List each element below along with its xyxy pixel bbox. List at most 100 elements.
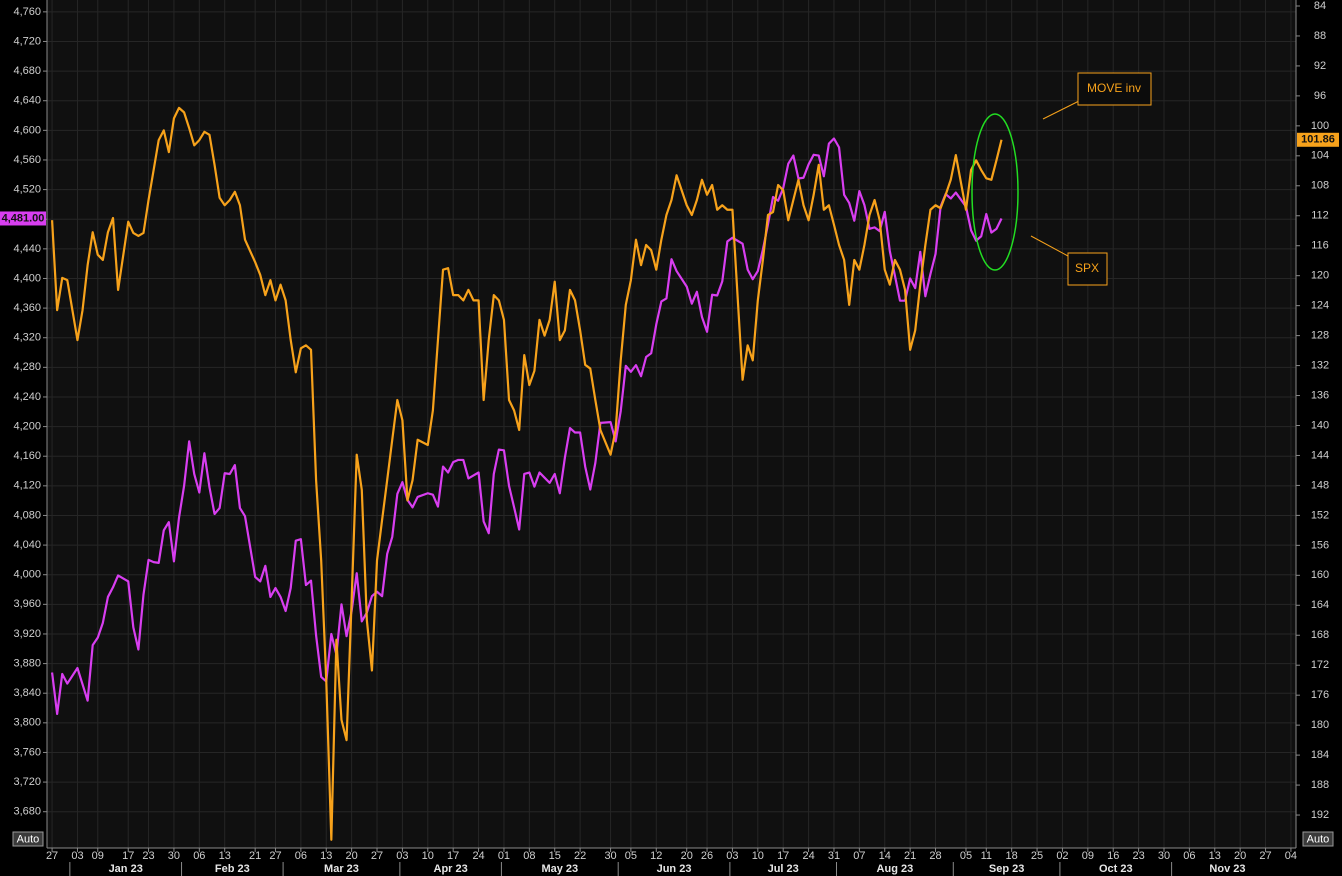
x-tick-label: 05 [960,850,972,862]
y2-tick-label: 128 [1311,330,1329,342]
y-tick-label: 4,400 [13,272,41,284]
y-tick-label: 4,640 [13,95,41,107]
y2-tick-label: 144 [1311,449,1329,461]
y2-tick-label: 104 [1311,150,1329,162]
y-tick-label: 3,800 [13,717,41,729]
y-tick-label: 3,840 [13,687,41,699]
annotation-leader [1042,100,1080,120]
x-tick-label: 16 [1107,850,1119,862]
x-tick-label: 17 [447,850,459,862]
y2-tick-label: 140 [1311,419,1329,431]
x-tick-label: 11 [981,850,992,862]
x-tick-label: 21 [249,850,261,862]
annotation-box [1077,72,1152,106]
x-tick-label: 21 [904,850,916,862]
y-tick-label: 4,680 [13,65,41,77]
y2-tick-label: 180 [1311,719,1329,731]
y2-tick-label: 88 [1314,30,1326,42]
x-tick-label: 13 [1209,850,1221,862]
x-tick-label: 30 [168,850,180,862]
y2-tick-label: 172 [1311,659,1329,671]
y2-tick-label: 124 [1311,300,1329,312]
x-tick-label: 24 [472,850,484,862]
last-value-box [1297,132,1339,147]
y2-tick-label: 188 [1311,779,1329,791]
axis-mode-box [1302,831,1334,847]
left-axis-mode: Auto [17,833,40,845]
x-tick-label: 28 [929,850,941,862]
month-label: Apr 23 [434,863,468,875]
x-tick-label: 03 [71,850,83,862]
y-tick-label: 4,440 [13,243,41,255]
y2-tick-label: 184 [1311,749,1329,761]
y-tick-label: 4,320 [13,332,41,344]
y2-tick-label: 148 [1311,479,1329,491]
y-tick-label: 4,240 [13,391,41,403]
last-value-label: 4,481.00 [2,212,45,224]
month-label: Jul 23 [768,863,799,875]
x-tick-label: 06 [1183,850,1195,862]
x-tick-label: 20 [1234,850,1246,862]
y-tick-label: 4,600 [13,124,41,136]
y2-tick-label: 156 [1311,539,1329,551]
y-tick-label: 3,920 [13,628,41,640]
y2-tick-label: 168 [1311,629,1329,641]
y-tick-label: 4,200 [13,420,41,432]
x-tick-label: 05 [625,850,637,862]
month-label: Jun 23 [657,863,692,875]
last-value-box [0,211,46,226]
x-tick-label: 03 [396,850,408,862]
annotation-label: SPX [1075,261,1099,275]
month-label: Nov 23 [1209,863,1245,875]
y2-tick-label: 116 [1311,240,1329,252]
x-tick-label: 30 [604,850,616,862]
month-label: Mar 23 [324,863,359,875]
month-label: Oct 23 [1099,863,1133,875]
y-tick-label: 4,160 [13,450,41,462]
y2-tick-label: 160 [1311,569,1329,581]
x-tick-label: 30 [1158,850,1170,862]
highlight-ellipse [971,113,1019,271]
series-line [50,137,1003,716]
x-tick-label: 18 [1006,850,1018,862]
x-tick-label: 20 [681,850,693,862]
y2-tick-label: 84 [1314,0,1326,12]
x-tick-label: 27 [46,850,58,862]
y-tick-label: 4,520 [13,184,41,196]
y-tick-label: 4,000 [13,569,41,581]
right-axis-mode: Auto [1307,833,1330,845]
month-label: Feb 23 [215,863,250,875]
y-tick-label: 4,040 [13,539,41,551]
x-tick-label: 15 [549,850,561,862]
plot-area [47,0,1296,848]
y-tick-label: 3,680 [13,806,41,818]
month-label: Aug 23 [877,863,914,875]
annotation-leader [1030,235,1069,257]
x-tick-label: 13 [320,850,332,862]
y2-tick-label: 164 [1311,599,1329,611]
y-tick-label: 4,120 [13,480,41,492]
x-tick-label: 20 [346,850,358,862]
y-tick-label: 4,560 [13,154,41,166]
x-tick-label: 31 [828,850,840,862]
x-tick-label: 14 [879,850,891,862]
y2-tick-label: 108 [1311,180,1329,192]
x-tick-label: 04 [1285,850,1297,862]
x-tick-label: 27 [371,850,383,862]
y-tick-label: 4,720 [13,35,41,47]
x-tick-label: 24 [802,850,814,862]
last-value-label: 101.86 [1301,134,1335,146]
y-tick-label: 4,080 [13,509,41,521]
y-tick-label: 4,360 [13,302,41,314]
y2-tick-label: 192 [1311,809,1329,821]
y-tick-label: 3,960 [13,598,41,610]
y-tick-label: 4,760 [13,6,41,18]
axis-mode-box [12,831,44,847]
x-tick-label: 06 [295,850,307,862]
x-tick-label: 03 [726,850,738,862]
x-tick-label: 23 [142,850,154,862]
y2-tick-label: 100 [1311,120,1329,132]
x-tick-label: 12 [650,850,662,862]
y-tick-label: 3,880 [13,657,41,669]
